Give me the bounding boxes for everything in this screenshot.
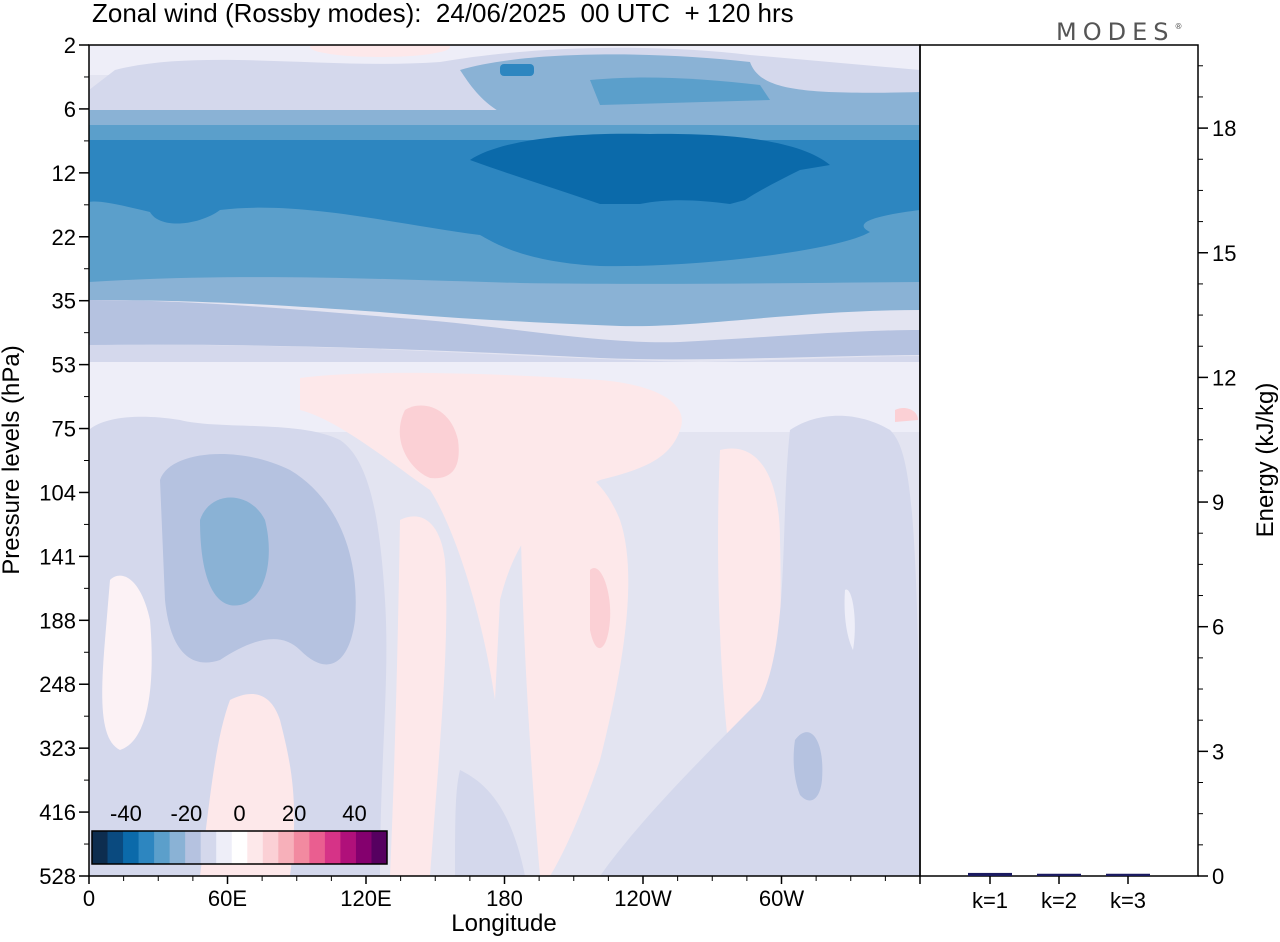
colorbar-tick-label: 40 (342, 801, 366, 826)
y-axis-label: Pressure levels (hPa) (0, 345, 25, 575)
bar-category-label: k=1 (972, 888, 1008, 913)
y-tick-label: 2 (64, 33, 76, 58)
colorbar-swatch (247, 831, 264, 864)
energy-tick-label: 9 (1212, 490, 1224, 515)
y-tick-label: 188 (39, 608, 76, 633)
heatmap-field (89, 45, 920, 876)
y-tick-label: 53 (52, 353, 76, 378)
colorbar-swatch (138, 831, 155, 864)
colorbar-tick-label: 20 (282, 801, 306, 826)
energy-tick-label: 15 (1212, 241, 1236, 266)
y-tick-label: 528 (39, 864, 76, 889)
x-axis-label: Longitude (451, 910, 557, 937)
y-tick-label: 75 (52, 417, 76, 442)
logo-mark: ® (1174, 22, 1183, 31)
colorbar-swatch (154, 831, 171, 864)
x-tick-label: 60W (759, 886, 804, 911)
colorbar-swatch (324, 831, 341, 864)
colorbar-swatch (107, 831, 124, 864)
y-tick-label: 323 (39, 736, 76, 761)
x-tick-label: 120W (614, 886, 672, 911)
energy-tick-label: 3 (1212, 739, 1224, 764)
colorbar-swatch (278, 831, 295, 864)
colorbar-swatch (355, 831, 372, 864)
energy-bar (968, 872, 1012, 876)
colorbar-tick-label: -40 (110, 801, 142, 826)
energy-tick-label: 6 (1212, 615, 1224, 640)
y-tick-label: 141 (39, 544, 76, 569)
bar-category-label: k=2 (1041, 888, 1077, 913)
energy-bar (1037, 873, 1081, 876)
chart-title: Zonal wind (Rossby modes): 24/06/2025 00… (92, 0, 794, 28)
x-tick-label: 180 (486, 886, 523, 911)
colorbar-swatch (371, 831, 388, 864)
energy-tick-label: 18 (1212, 116, 1236, 141)
colorbar-swatch (216, 831, 233, 864)
energy-axis-label: Energy (kJ/kg) (1252, 382, 1279, 538)
colorbar-tick-label: 0 (233, 801, 245, 826)
energy-tick-label: 0 (1212, 864, 1224, 889)
logo-text: MODES (1056, 18, 1175, 46)
modes-logo: MODES® (1056, 18, 1182, 46)
colorbar-swatch (231, 831, 248, 864)
colorbar-swatch (123, 831, 140, 864)
colorbar-swatch (200, 831, 217, 864)
colorbar-swatch (309, 831, 326, 864)
colorbar-swatch (293, 831, 310, 864)
energy-y-axis: 0 3 6 9 12 15 18 (1198, 65, 1236, 889)
colorbar-swatch (169, 831, 186, 864)
heatmap-y-axis: 2 6 12 22 35 53 75 104 141 188 248 323 416 528 (39, 33, 89, 889)
y-tick-label: 22 (52, 225, 76, 250)
colorbar-swatch (185, 831, 202, 864)
colorbar-swatch (262, 831, 279, 864)
x-tick-label: 120E (340, 886, 391, 911)
colorbar-swatch (92, 831, 109, 864)
colorbar-tick-label: -20 (171, 801, 203, 826)
y-tick-label: 6 (64, 97, 76, 122)
bar-category-label: k=3 (1110, 888, 1146, 913)
heatmap-x-axis: 0 60E 120E 180 120W 60W (83, 876, 921, 911)
y-tick-label: 12 (52, 161, 76, 186)
y-tick-label: 35 (52, 289, 76, 314)
bar-panel-frame (919, 44, 1199, 877)
energy-bar (1106, 873, 1150, 876)
energy-tick-label: 12 (1212, 365, 1236, 390)
colorbar-frame (91, 830, 388, 865)
y-tick-label: 416 (39, 800, 76, 825)
y-tick-label: 104 (39, 480, 76, 505)
energy-bars: k=1 k=2 k=3 (968, 872, 1150, 913)
x-tick-label: 0 (83, 886, 95, 911)
x-tick-label: 60E (208, 886, 247, 911)
y-tick-label: 248 (39, 672, 76, 697)
colorbar-swatch (340, 831, 357, 864)
colorbar: -40 -20 0 20 40 (91, 801, 388, 865)
